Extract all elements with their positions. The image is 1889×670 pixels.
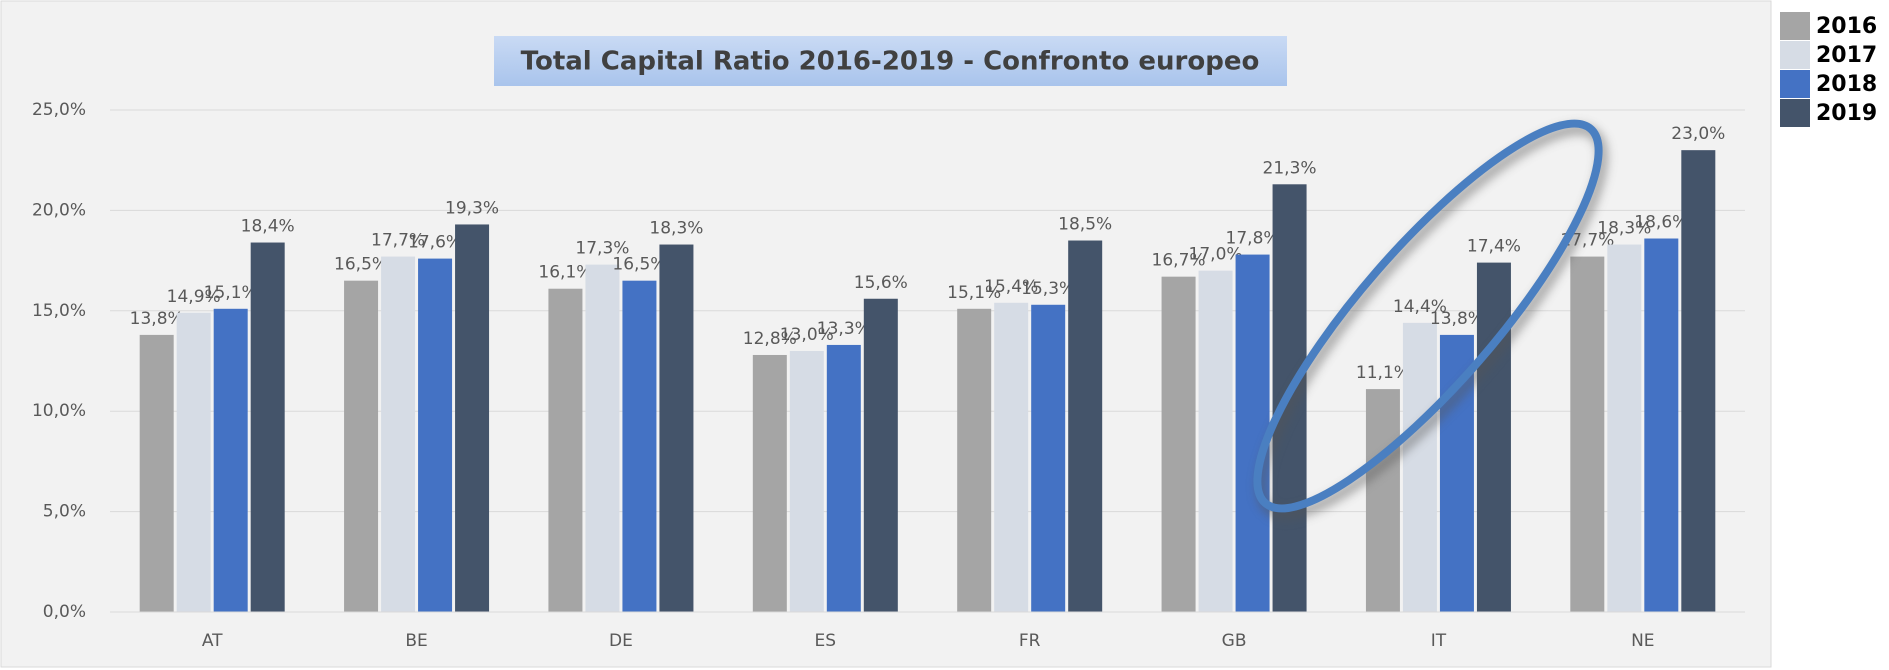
data-label: 19,3%: [445, 198, 499, 218]
bar: [863, 298, 898, 612]
bar: [381, 256, 416, 612]
x-tick-label: NE: [1631, 631, 1654, 651]
bar: [455, 224, 490, 612]
bar: [994, 302, 1029, 612]
data-label: 12,8%: [743, 329, 797, 349]
bar: [659, 244, 694, 612]
bar: [418, 258, 453, 612]
bar: [826, 344, 861, 612]
data-label: 23,0%: [1671, 124, 1725, 144]
y-tick-label: 15,0%: [32, 301, 86, 321]
bar: [585, 264, 620, 612]
bar: [1235, 254, 1270, 613]
y-tick-label: 20,0%: [32, 200, 86, 220]
legend-label: 2016: [1816, 14, 1877, 39]
bar: [957, 308, 992, 612]
y-tick-label: 10,0%: [32, 401, 86, 421]
bar: [1570, 256, 1605, 612]
x-tick-label: BE: [405, 631, 427, 651]
data-label: 14,4%: [1393, 297, 1447, 317]
highlight-ellipse: [1253, 119, 1608, 520]
bar: [1031, 304, 1066, 612]
bar: [1161, 276, 1196, 612]
data-label: 16,1%: [538, 263, 592, 283]
bar: [1198, 270, 1233, 612]
x-tick-label: AT: [202, 631, 223, 651]
chart-title: Total Capital Ratio 2016-2019 - Confront…: [521, 47, 1260, 77]
bar: [752, 354, 787, 612]
x-tick-label: ES: [815, 631, 837, 651]
data-label: 15,4%: [984, 277, 1038, 297]
data-label: 13,8%: [1430, 309, 1484, 329]
legend-label: 2019: [1816, 101, 1877, 126]
data-label: 13,8%: [130, 309, 184, 329]
bar: [1402, 322, 1437, 612]
title-box: [494, 36, 1287, 86]
legend-label: 2018: [1816, 72, 1877, 97]
data-label: 17,7%: [371, 231, 425, 251]
data-label: 16,7%: [1152, 251, 1206, 271]
bar: [1607, 244, 1642, 612]
data-label: 11,1%: [1356, 363, 1410, 383]
bar: [344, 280, 379, 612]
y-tick-label: 5,0%: [43, 502, 86, 522]
y-tick-label: 25,0%: [32, 100, 86, 120]
legend-swatch: [1780, 12, 1810, 40]
data-label: 16,5%: [334, 255, 388, 275]
data-label: 15,1%: [947, 283, 1001, 303]
x-tick-label: FR: [1019, 631, 1041, 651]
data-label: 21,3%: [1263, 158, 1317, 178]
bar: [1681, 150, 1716, 612]
data-label: 13,3%: [817, 319, 871, 339]
data-label: 18,3%: [649, 219, 703, 239]
data-label: 18,5%: [1058, 215, 1112, 235]
x-tick-label: GB: [1222, 631, 1247, 651]
data-label: 15,1%: [204, 283, 258, 303]
bar: [1068, 240, 1103, 612]
data-label: 17,0%: [1189, 245, 1243, 265]
bar: [1644, 238, 1679, 612]
legend-swatch: [1780, 41, 1810, 69]
bar: [622, 280, 657, 612]
bar: [250, 242, 285, 612]
data-label: 13,0%: [780, 325, 834, 345]
data-label: 17,4%: [1467, 237, 1521, 257]
bar: [789, 350, 824, 612]
data-label: 14,9%: [167, 287, 221, 307]
data-label: 17,3%: [575, 239, 629, 259]
legend-swatch: [1780, 99, 1810, 127]
legend-label: 2017: [1816, 43, 1877, 68]
data-label: 18,6%: [1634, 213, 1688, 233]
legend-swatch: [1780, 70, 1810, 98]
data-label: 17,6%: [408, 233, 462, 253]
bar: [548, 288, 583, 612]
data-label: 15,6%: [854, 273, 908, 293]
x-tick-label: IT: [1431, 631, 1447, 651]
bar: [176, 312, 211, 612]
bar: [139, 334, 174, 612]
data-label: 15,3%: [1021, 279, 1075, 299]
bar: [1476, 262, 1511, 612]
bar: [213, 308, 248, 612]
data-label: 18,3%: [1597, 219, 1651, 239]
data-label: 18,4%: [241, 217, 295, 237]
y-tick-label: 0,0%: [43, 602, 86, 622]
data-label: 17,8%: [1226, 229, 1280, 249]
data-label: 16,5%: [612, 255, 666, 275]
x-tick-label: DE: [609, 631, 633, 651]
bar: [1365, 389, 1400, 612]
